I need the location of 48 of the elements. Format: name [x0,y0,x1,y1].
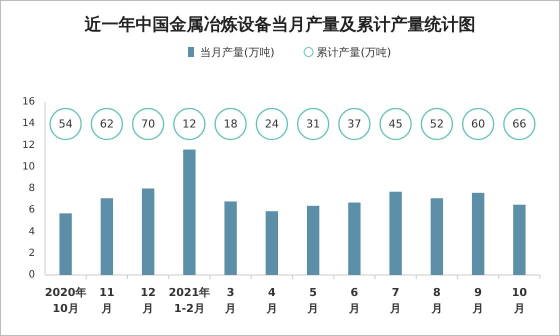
x-tick-label: 10 月 [512,286,528,315]
data-label: 18 [224,118,238,130]
legend-label: 当月产量(万吨) [200,46,275,59]
x-tick-label: 3 月 [224,286,236,315]
data-label: 31 [306,118,320,130]
y-tick-label: 16 [22,96,35,108]
bar [59,213,72,275]
y-tick-label: 0 [28,270,35,280]
data-label: 60 [471,118,486,130]
data-label: 62 [100,118,114,130]
x-tick-label: 2020年 10月 [44,286,86,315]
data-label: 24 [264,118,279,130]
chart-title: 近一年中国金属冶炼设备当月产量及累计产量统计图 [84,15,476,35]
bar [472,192,484,275]
x-tick-label: 7 月 [389,286,402,315]
bar [430,198,444,275]
y-tick-label: 14 [22,118,35,130]
bar [513,204,526,275]
x-tick-label: 6 月 [348,286,360,315]
data-label: 54 [58,118,73,130]
x-tick-label: 11 月 [99,286,115,315]
bar [266,211,278,275]
x-tick-label: 8 月 [430,286,442,315]
data-label: 70 [141,118,156,130]
bar [389,192,402,275]
bar [100,198,114,275]
bar [348,202,361,275]
x-tick-label: 2021年 1-2月 [168,286,210,315]
x-tick-label: 5 月 [306,286,319,315]
data-label: 66 [512,118,526,130]
y-tick-label: 6 [28,204,35,216]
bar [224,201,237,275]
bar [183,150,196,275]
y-tick-label: 2 [28,248,35,259]
data-label: 45 [388,118,403,130]
y-tick-label: 4 [28,226,35,238]
data-label: 52 [430,118,444,130]
y-tick-label: 12 [22,140,35,151]
y-tick-label: 8 [28,183,35,194]
x-tick-label: 12 月 [140,286,156,315]
data-label: 12 [182,118,196,130]
x-tick-label: 4 月 [265,286,278,315]
bar [142,188,154,275]
x-tick-label: 9 月 [472,286,484,315]
bar [306,206,320,275]
y-tick-label: 10 [22,161,35,172]
legend-label: 累计产量(万吨) [316,46,392,59]
data-label: 37 [347,118,362,130]
